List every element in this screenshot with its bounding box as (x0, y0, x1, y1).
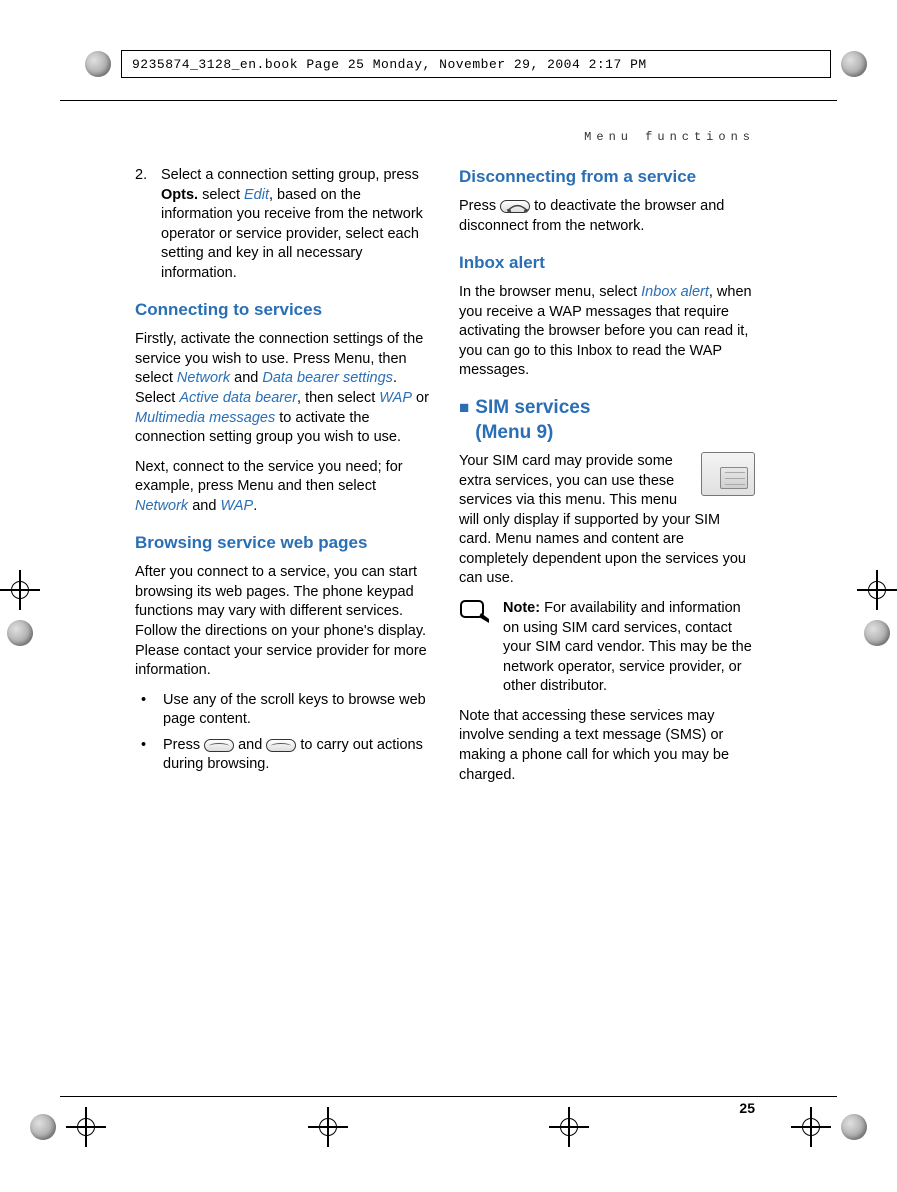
text: and (234, 737, 266, 753)
text: Press (163, 737, 204, 753)
data-bearer-link: Data bearer settings (262, 370, 393, 386)
heading-sim-services: ■ SIM services (Menu 9) (459, 395, 755, 446)
crop-dot-icon (7, 620, 33, 646)
text: Select a connection setting group, press (161, 167, 419, 183)
bullet-icon: • (141, 691, 153, 730)
note-icon (459, 599, 493, 627)
list-item: 2. Select a connection setting group, pr… (135, 166, 431, 283)
bullet-text: Press and to carry out actions during br… (163, 736, 431, 775)
text: or (412, 390, 429, 406)
heading-inbox-alert: Inbox alert (459, 252, 755, 275)
note-label: Note: (503, 600, 540, 616)
crop-dot-icon (841, 1114, 867, 1140)
section-square-icon: ■ (459, 397, 469, 420)
column-right: Disconnecting from a service Press to de… (459, 166, 755, 795)
softkey-right-icon (266, 739, 296, 752)
text: , then select (297, 390, 379, 406)
text: Next, connect to the service you need; f… (135, 459, 403, 495)
crop-register-icon (66, 1107, 106, 1147)
list-item: • Press and to carry out actions during … (135, 736, 431, 775)
bullet-icon: • (141, 736, 153, 775)
bullet-text: Use any of the scroll keys to browse web… (163, 691, 431, 730)
step-text: Select a connection setting group, press… (161, 166, 431, 283)
opts-label: Opts. (161, 187, 198, 203)
crop-register-icon (308, 1107, 348, 1147)
crop-dot-icon (841, 51, 867, 77)
network-link: Network (135, 498, 188, 514)
end-key-icon (500, 200, 530, 213)
edit-link: Edit (244, 187, 269, 203)
heading-browsing: Browsing service web pages (135, 532, 431, 555)
network-link: Network (177, 370, 230, 386)
text: In the browser menu, select (459, 284, 641, 300)
text: select (198, 187, 244, 203)
paragraph: After you connect to a service, you can … (135, 563, 431, 680)
mms-link: Multimedia messages (135, 410, 275, 426)
softkey-left-icon (204, 739, 234, 752)
crop-dot-icon (30, 1114, 56, 1140)
inbox-alert-link: Inbox alert (641, 284, 709, 300)
page-number: 25 (739, 1100, 755, 1116)
sim-card-icon (701, 452, 755, 496)
note-block: Note: For availability and information o… (459, 599, 755, 697)
step-number: 2. (135, 166, 151, 283)
text: SIM services (475, 397, 590, 418)
crop-dot-icon (864, 620, 890, 646)
heading-disconnecting: Disconnecting from a service (459, 166, 755, 189)
crop-side-left (0, 570, 40, 646)
crop-header-bar: 9235874_3128_en.book Page 25 Monday, Nov… (121, 50, 831, 78)
text: Press (459, 198, 500, 214)
page-content: Menu functions 2. Select a connection se… (135, 130, 755, 795)
paragraph: In the browser menu, select Inbox alert,… (459, 283, 755, 381)
wap-link: WAP (220, 498, 253, 514)
paragraph: Firstly, activate the connection setting… (135, 330, 431, 447)
crop-header: 9235874_3128_en.book Page 25 Monday, Nov… (85, 50, 867, 78)
text: (Menu 9) (475, 422, 553, 443)
paragraph: Press to deactivate the browser and disc… (459, 197, 755, 236)
text: and (188, 498, 220, 514)
section-title: SIM services (Menu 9) (475, 395, 590, 446)
paragraph: Note that accessing these services may i… (459, 707, 755, 785)
crop-hairline-bottom (60, 1096, 837, 1097)
crop-dot-icon (85, 51, 111, 77)
text: . (253, 498, 257, 514)
list-item: • Use any of the scroll keys to browse w… (135, 691, 431, 730)
crop-register-icon (857, 570, 897, 610)
heading-connecting: Connecting to services (135, 299, 431, 322)
crop-hairline-top (60, 100, 837, 101)
crop-header-text: 9235874_3128_en.book Page 25 Monday, Nov… (132, 57, 647, 72)
running-head: Menu functions (135, 130, 755, 144)
note-text: Note: For availability and information o… (503, 599, 755, 697)
crop-register-icon (791, 1107, 831, 1147)
paragraph: Next, connect to the service you need; f… (135, 458, 431, 517)
crop-side-right (857, 570, 897, 646)
text: For availability and information on usin… (503, 600, 752, 694)
active-data-bearer-link: Active data bearer (179, 390, 297, 406)
crop-register-icon (0, 570, 40, 610)
column-left: 2. Select a connection setting group, pr… (135, 166, 431, 795)
wap-link: WAP (379, 390, 412, 406)
text: and (230, 370, 262, 386)
crop-register-icon (549, 1107, 589, 1147)
